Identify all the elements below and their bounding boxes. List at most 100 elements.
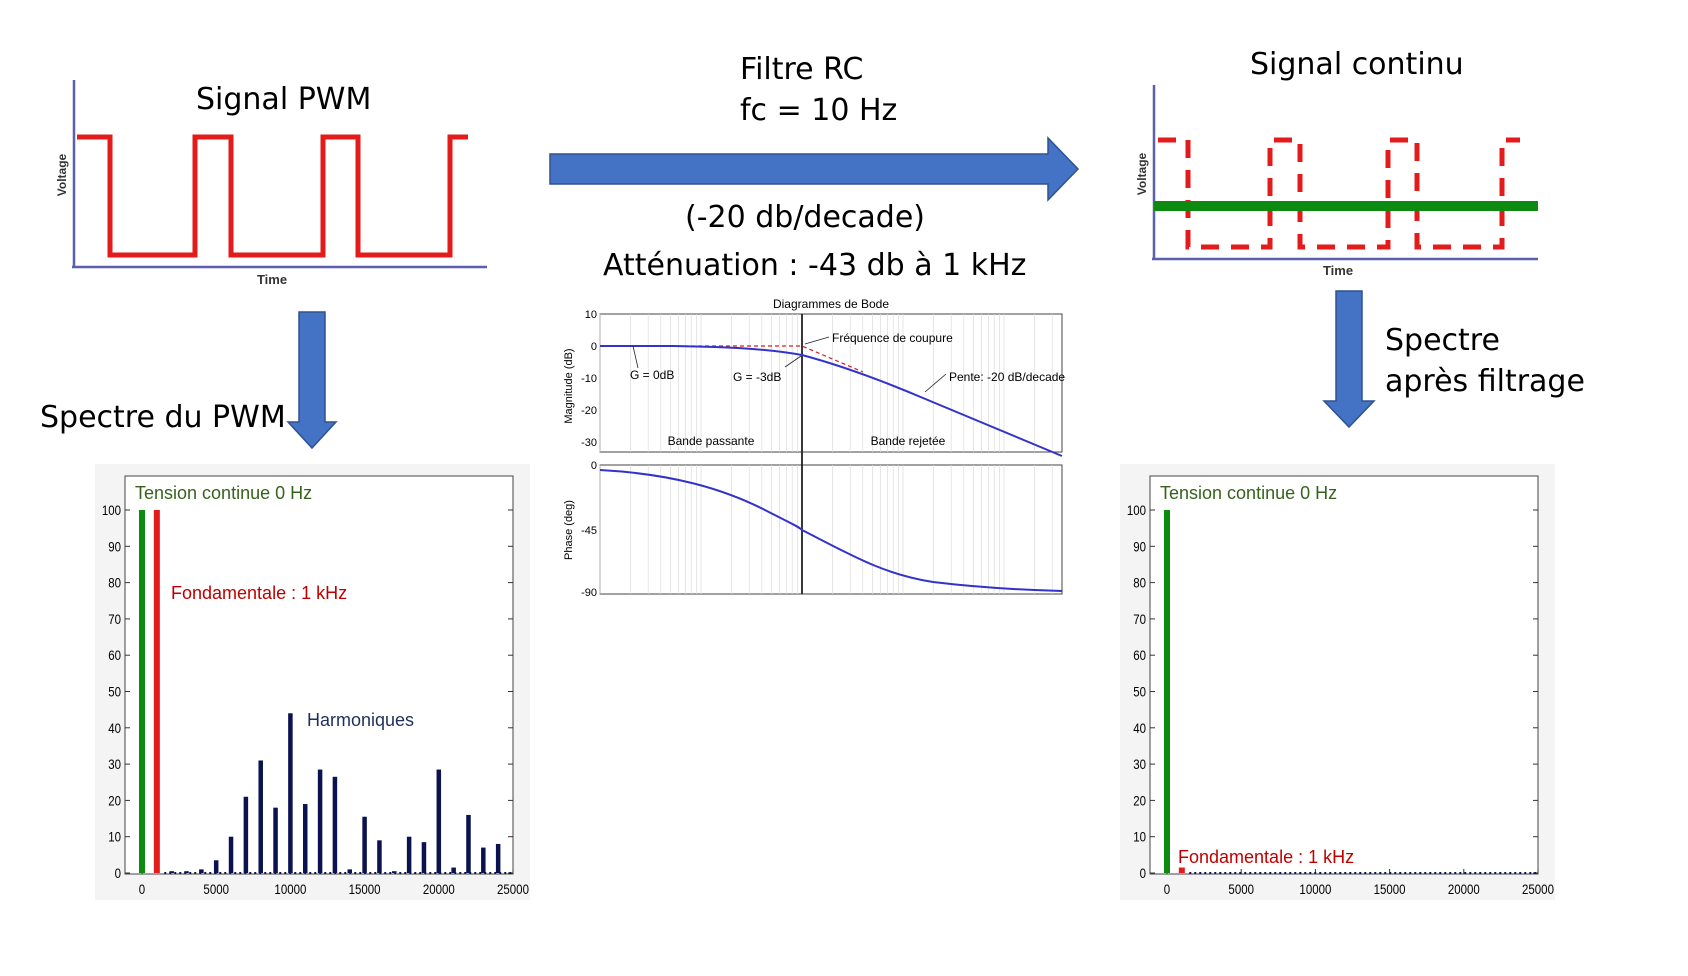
pwm-ylabel: Voltage [55,153,69,196]
filter-attenuation: Atténuation : -43 db à 1 kHz [603,248,1027,283]
dc-bar [139,510,145,873]
right-arrow [549,136,1080,202]
harmonic-bar [362,816,367,873]
harmonic-bar [347,869,353,873]
dc-xlabel: Time [1323,263,1353,278]
bode-phase-curve [599,469,1063,592]
y-tick-label: 10 [1133,829,1146,845]
harmonic-bar [406,836,412,873]
pwm-signal-plot: Time Voltage [55,80,487,287]
y-tick-label: 60 [1133,647,1146,663]
harmonic-bar [302,804,308,873]
fundamental-annotation: Fondamentale : 1 kHz [1178,847,1354,867]
harmonic-bar [466,814,471,873]
x-tick-label: 20000 [423,881,455,897]
pwm-signal-title: Signal PWM [196,82,372,117]
bode-title: Diagrammes de Bode [773,297,889,311]
bode-diagram: Diagrammes de Bode 10 0 -10 -20 -30 0 -4… [563,297,1065,599]
harmonic-bar [258,760,263,873]
y-tick-label: 40 [108,720,121,736]
y-tick-label: 50 [1133,683,1146,699]
harmonic-bar [169,871,174,873]
filter-slope: (-20 db/decade) [685,200,926,235]
harmonic-bar [392,871,397,873]
y-tick-label: 60 [108,647,121,663]
x-tick-label: 25000 [497,881,529,897]
x-tick-label: 25000 [1522,881,1554,897]
x-tick-label: 0 [1164,881,1170,897]
harmonic-bar [377,840,382,873]
pwm-spectrum-label: Spectre du PWM [40,400,286,435]
harmonic-bar [243,796,249,873]
harmonic-bar [495,843,501,873]
y-tick-label: 70 [108,611,121,627]
bode-passband: Bande passante [668,434,755,448]
x-tick-label: 20000 [1448,881,1480,897]
harmonic-bar [332,776,338,873]
y-tick-label: 90 [108,538,121,554]
x-tick-label: 15000 [349,881,381,897]
bode-g0-annotation: G = 0dB [630,368,674,382]
y-tick-label: 100 [1127,502,1146,518]
y-tick-label: 100 [102,502,121,518]
dc-signal-plot: Time Voltage [1135,85,1538,278]
filter-name: Filtre RC [740,52,864,87]
y-tick-label: 80 [108,574,121,590]
x-tick-label: 10000 [274,881,306,897]
fundamental-annotation: Fondamentale : 1 kHz [171,583,347,603]
bode-phase-tick: -45 [581,525,597,537]
y-tick-label: 30 [1133,756,1146,772]
y-tick-label: 20 [108,792,121,808]
x-tick-label: 10000 [1299,881,1331,897]
bode-mag-tick: -30 [581,437,597,449]
filter-cutoff: fc = 10 Hz [740,93,898,128]
down-arrow-right [1322,290,1376,429]
filtered-spectrum-label-2: après filtrage [1385,364,1585,399]
fundamental-bar [153,510,160,873]
bode-mag-tick: 0 [591,341,597,353]
pwm-waveform [77,134,468,258]
x-tick-label: 0 [139,881,145,897]
bode-phase-frame [599,464,1063,595]
pwm-xlabel: Time [257,272,287,287]
dc-signal-title: Signal continu [1250,47,1464,82]
down-arrow-left [286,311,338,450]
harmonics-annotation: Harmoniques [307,710,414,730]
x-tick-label: 5000 [203,881,229,897]
y-tick-label: 90 [1133,538,1146,554]
pwm-spectrum-chart: 0 10 20 30 40 50 60 70 80 90 100 0 5000 10000 15000 200… [95,464,530,900]
bode-slope-annotation: Pente: -20 dB/decade [949,370,1065,384]
y-tick-label: 0 [115,865,121,881]
y-tick-label: 10 [108,829,121,845]
harmonic-bar [213,860,219,873]
y-tick-label: 80 [1133,574,1146,590]
y-tick-label: 0 [1140,865,1146,881]
harmonic-bar [199,869,204,873]
bode-phase-tick: -90 [581,587,597,599]
harmonic-bar [317,769,323,873]
harmonic-bar [451,867,456,873]
bode-mag-curve [600,345,1063,457]
x-tick-label: 15000 [1374,881,1406,897]
bode-phase-tick: 0 [591,460,597,472]
fundamental-bar [1178,867,1185,873]
bode-mag-tick: 10 [585,309,597,321]
bode-mag-frame [599,313,1063,453]
bode-mag-tick: -20 [581,405,597,417]
harmonic-bar [421,842,427,873]
bode-asymptote [600,345,864,373]
harmonic-bar [273,807,278,873]
harmonic-bar [436,769,442,873]
dc-bar [1164,510,1170,873]
filtered-spectrum-label-1: Spectre [1385,323,1500,358]
filtered-spectrum-chart: 0 10 20 30 40 50 60 70 80 90 100 0 5000 10000 15000 200… [1120,464,1555,900]
y-tick-label: 70 [1133,611,1146,627]
harmonic-bar [184,871,189,873]
y-tick-label: 20 [1133,792,1146,808]
harmonic-bar [481,847,486,873]
bode-stopband: Bande rejetée [871,434,946,448]
harmonic-bar [228,836,234,873]
bode-phase-ylabel: Phase (deg) [563,500,575,560]
x-tick-label: 5000 [1228,881,1254,897]
y-tick-label: 50 [108,683,121,699]
